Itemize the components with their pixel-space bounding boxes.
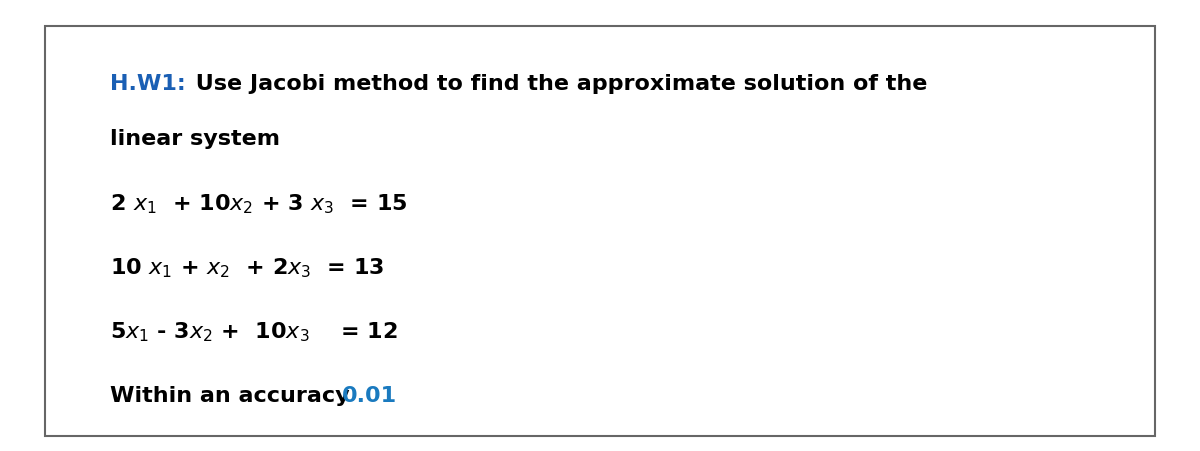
FancyBboxPatch shape [46,27,1154,436]
Text: 10 $x_1$ + $x_2$  + 2$x_3$  = 13: 10 $x_1$ + $x_2$ + 2$x_3$ = 13 [110,255,384,279]
Text: Use Jacobi method to find the approximate solution of the: Use Jacobi method to find the approximat… [188,74,928,94]
Text: Within an accuracy: Within an accuracy [110,385,358,405]
Text: 5$x_1$ - 3$x_2$ +  10$x_3$    = 12: 5$x_1$ - 3$x_2$ + 10$x_3$ = 12 [110,319,398,343]
Text: 0.01: 0.01 [342,385,397,405]
Text: 2 $x_1$  + 10$x_2$ + 3 $x_3$  = 15: 2 $x_1$ + 10$x_2$ + 3 $x_3$ = 15 [110,192,408,215]
Text: linear system: linear system [110,129,280,149]
Text: H.W1:: H.W1: [110,74,186,94]
